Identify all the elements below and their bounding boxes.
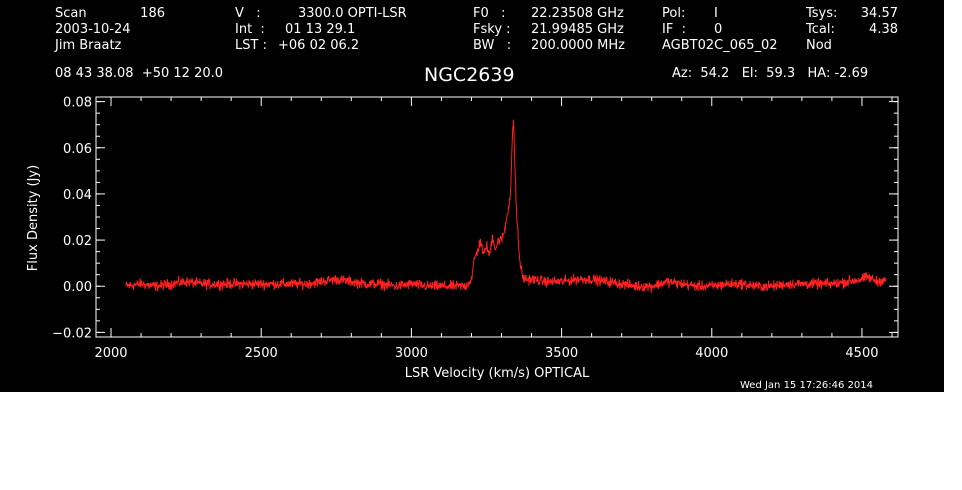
bw-label: BW : [473,38,512,53]
pol-value: I [714,6,718,21]
source-name: NGC2639 [424,64,515,86]
timestamp: Wed Jan 15 17:26:46 2014 [740,380,874,391]
obs-mode: Nod [806,38,832,53]
tsys-label: Tsys: [806,6,838,21]
y-tick-label: −0.02 [52,326,92,341]
y-tick-labels: −0.02 0.00 0.02 0.04 0.06 0.08 [52,96,92,342]
fsky-value: 21.99485 GHz [531,22,624,37]
project-id: AGBT02C_065_02 [662,38,778,53]
scan-value: 186 [140,6,165,21]
plot-frame [95,96,899,338]
tcal-label: Tcal: [806,22,835,37]
if-value: 0 [714,22,723,37]
x-tick-label: 4500 [845,346,878,361]
x-tick-labels: 2000 2500 3000 3500 4000 4500 [94,346,878,361]
plot-panel: Scan 186 V : 3300.0 OPTI-LSR F0 : 22.235… [0,0,944,392]
y-tick-label: 0.06 [63,142,92,157]
x-tick-label: 3000 [395,346,428,361]
lst-value: +06 02 06.2 [278,38,360,53]
pointing-info: Az: 54.2 El: 59.3 HA: -2.69 [672,66,869,81]
bw-value: 200.0000 MHz [531,38,625,53]
velocity-label: V : [235,6,261,21]
spectrum-line [125,119,887,293]
y-tick-label: 0.04 [63,188,92,203]
lst-label: LST : [235,38,267,53]
coordinates: 08 43 38.08 +50 12 20.0 [55,66,224,81]
y-tick-label: 0.02 [63,234,92,249]
y-tick-label: 0.00 [63,280,92,295]
f0-label: F0 : [473,6,506,21]
observer: Jim Braatz [55,38,122,53]
x-axis-label: LSR Velocity (km/s) OPTICAL [405,366,590,381]
spectrum-chart: 2000 2500 3000 3500 4000 4500 −0.02 0.00 0.02 0.… [26,96,899,381]
y-axis-label: Flux Density (Jy) [26,165,41,271]
x-tick-label: 4000 [695,346,728,361]
fsky-label: Fsky : [473,22,511,37]
x-tick-label: 3500 [545,346,578,361]
tsys-value: 34.57 [860,6,898,21]
if-label: IF : [662,22,686,37]
f0-value: 22.23508 GHz [531,6,624,21]
int-value: 01 13 29.1 [285,22,356,37]
tcal-value: 4.38 [869,22,898,37]
axis-ticks [96,97,898,337]
x-tick-label: 2500 [245,346,278,361]
int-label: Int : [235,22,265,37]
obs-date: 2003-10-24 [55,22,131,37]
y-tick-label: 0.08 [63,96,92,111]
velocity-value: 3300.0 OPTI-LSR [298,6,407,21]
scan-label: Scan [55,6,87,21]
x-tick-label: 2000 [94,346,127,361]
pol-label: Pol: [662,6,686,21]
